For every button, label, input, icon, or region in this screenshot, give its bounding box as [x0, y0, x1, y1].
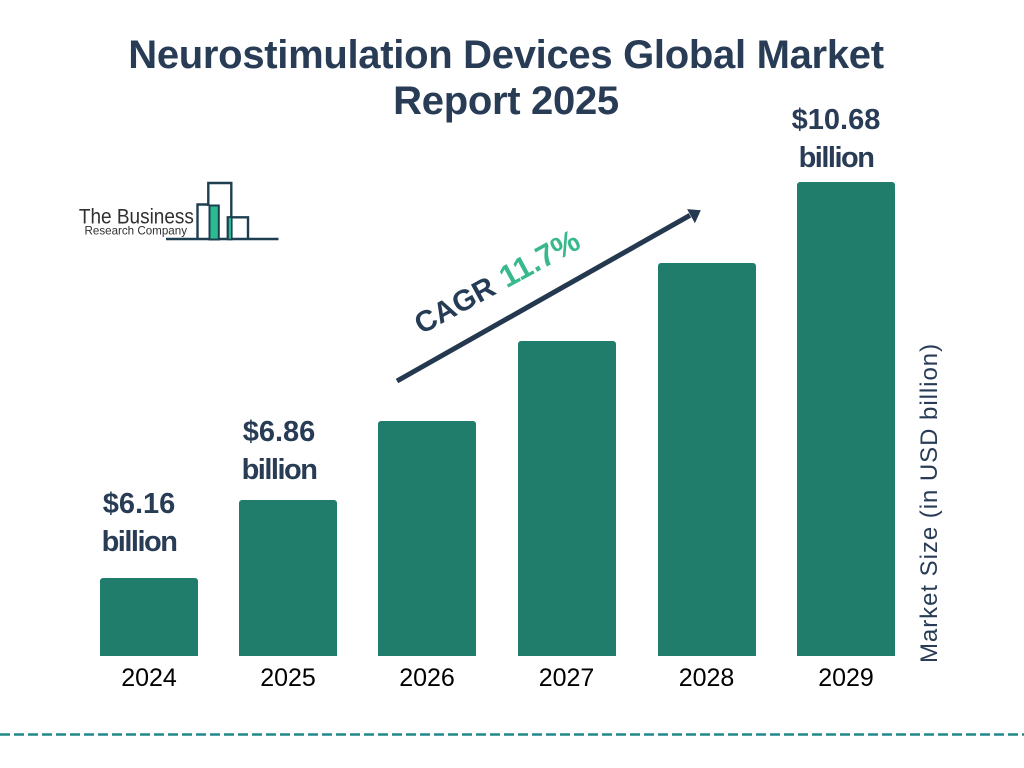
svg-text:Research Company: Research Company	[85, 224, 188, 238]
svg-text:The Business: The Business	[79, 205, 194, 228]
